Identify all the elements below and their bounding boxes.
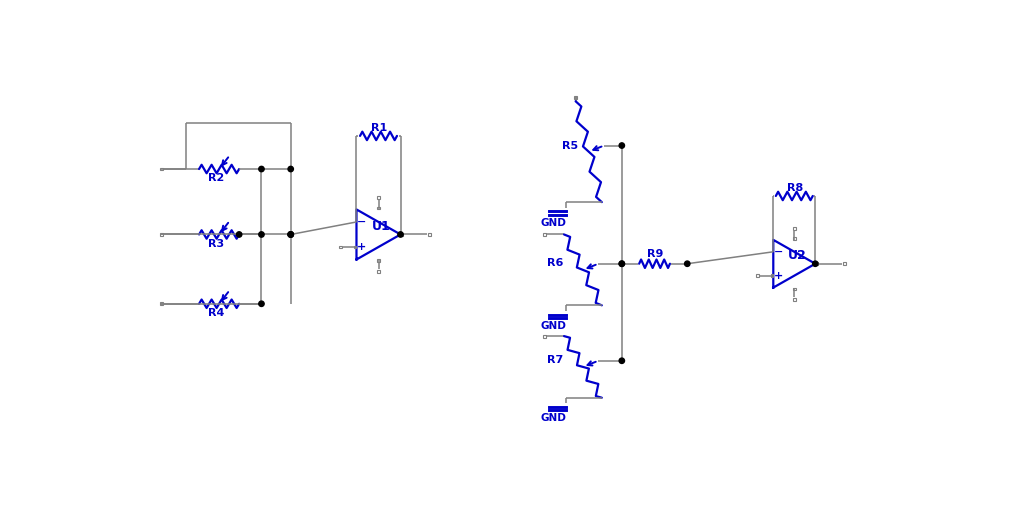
Bar: [756, 274, 759, 277]
Circle shape: [259, 232, 264, 237]
Circle shape: [398, 232, 403, 237]
Text: R2: R2: [208, 173, 224, 184]
Text: R8: R8: [786, 183, 803, 192]
Bar: [377, 207, 380, 209]
Text: +: +: [357, 242, 367, 252]
Text: −: −: [774, 247, 783, 257]
Bar: [793, 298, 796, 301]
Bar: [377, 259, 380, 262]
Bar: [544, 335, 546, 337]
Bar: [428, 233, 431, 236]
Circle shape: [288, 166, 294, 172]
Text: U2: U2: [788, 249, 807, 262]
Bar: [544, 233, 546, 236]
Bar: [793, 237, 796, 240]
Bar: [574, 96, 578, 99]
Text: R3: R3: [208, 239, 224, 249]
Bar: [160, 167, 163, 170]
Circle shape: [259, 301, 264, 306]
Text: −: −: [357, 217, 367, 227]
Bar: [843, 262, 846, 265]
Text: +: +: [774, 271, 783, 281]
Bar: [793, 288, 796, 290]
Circle shape: [288, 232, 294, 237]
Circle shape: [813, 261, 818, 266]
Circle shape: [620, 358, 625, 363]
Bar: [771, 275, 773, 277]
Bar: [160, 233, 163, 236]
Text: U1: U1: [372, 220, 391, 233]
Text: R4: R4: [208, 308, 224, 318]
Circle shape: [237, 232, 242, 237]
Text: R7: R7: [547, 355, 563, 365]
Text: R6: R6: [547, 258, 563, 268]
Bar: [160, 302, 163, 305]
Text: R5: R5: [562, 141, 578, 151]
Bar: [400, 233, 403, 236]
Circle shape: [259, 166, 264, 172]
Bar: [354, 246, 356, 248]
Bar: [377, 269, 380, 272]
Text: GND: GND: [541, 414, 567, 424]
Bar: [793, 227, 796, 230]
Text: GND: GND: [541, 218, 567, 228]
Text: R1: R1: [371, 122, 387, 132]
Bar: [815, 263, 818, 265]
Text: R9: R9: [647, 249, 664, 259]
Bar: [377, 197, 380, 199]
Text: GND: GND: [541, 321, 567, 331]
Bar: [339, 245, 342, 248]
Circle shape: [288, 232, 294, 237]
Circle shape: [288, 232, 294, 237]
Circle shape: [685, 261, 690, 266]
Circle shape: [620, 143, 625, 148]
Circle shape: [620, 261, 625, 266]
Circle shape: [620, 261, 625, 266]
